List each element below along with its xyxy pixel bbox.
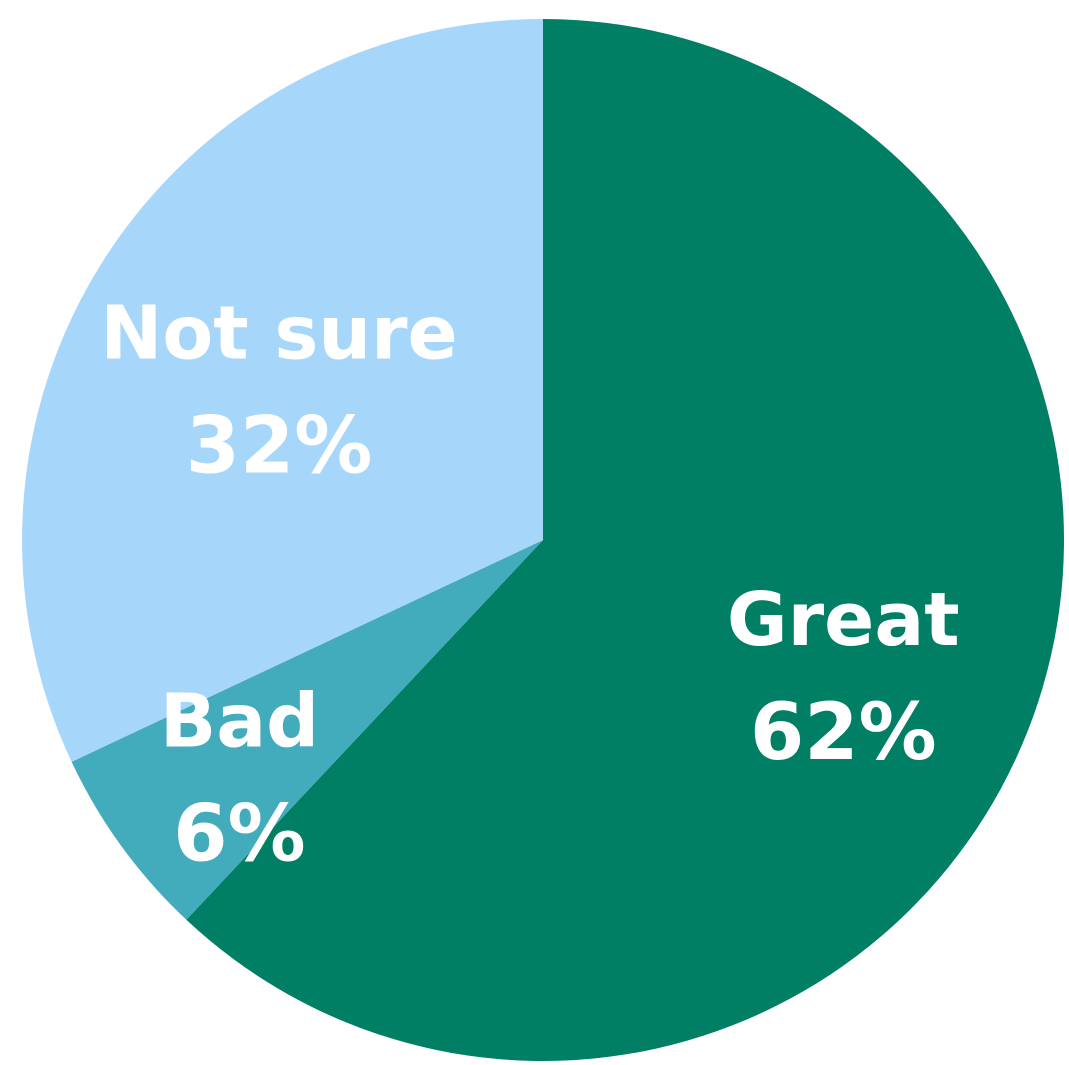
- pie-slice-great: [186, 19, 1065, 1062]
- slice-value-label: 32%: [186, 402, 373, 492]
- slice-value-label: 6%: [173, 790, 305, 880]
- pie-slices: [22, 19, 1065, 1062]
- slice-label: Great: [727, 577, 960, 663]
- slice-value-label: 62%: [750, 688, 937, 778]
- pie-slice-bad: [71, 540, 543, 920]
- pie-labels: Great 62% Bad 6% Not sure 32%: [100, 291, 959, 880]
- slice-label: Bad: [160, 679, 319, 765]
- pie-slice-not-sure: [22, 19, 544, 762]
- slice-label: Not sure: [100, 291, 457, 377]
